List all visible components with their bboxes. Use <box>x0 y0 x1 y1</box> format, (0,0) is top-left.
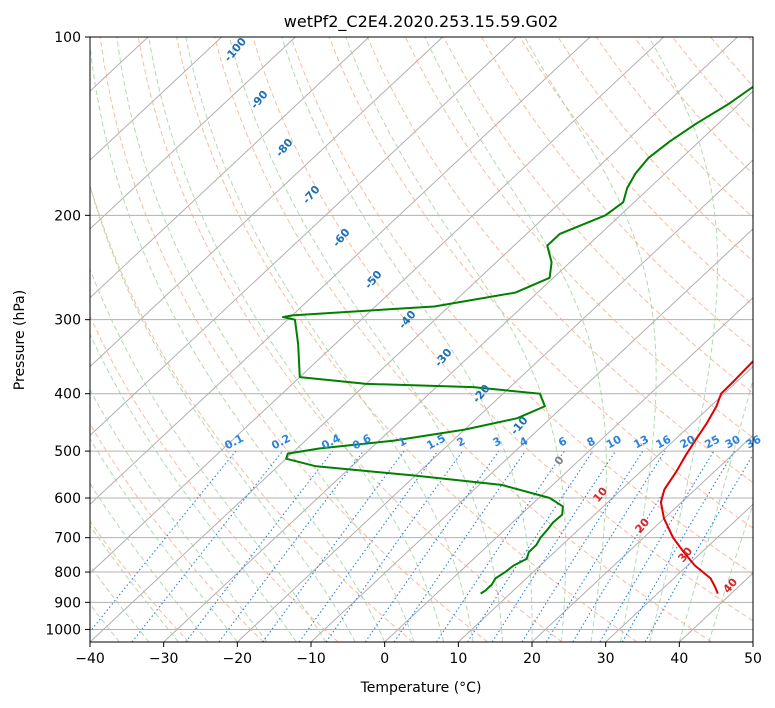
mixing-ratio-line <box>393 450 526 642</box>
moist-adiabat <box>90 41 386 642</box>
mixing-ratio-label: 36 <box>744 433 764 452</box>
moist-adiabat <box>90 184 356 642</box>
y-tick-label: 400 <box>54 387 81 403</box>
moist-adiabat <box>90 388 268 642</box>
y-tick-label: 1000 <box>45 622 81 638</box>
sounding-profiles <box>281 85 753 595</box>
isotherm-line <box>236 159 753 642</box>
moist-adiabat <box>648 37 719 642</box>
mixing-ratio-label: 10 <box>604 433 624 452</box>
y-axis-title: Pressure (hPa) <box>12 290 28 390</box>
mixing-ratio-line <box>262 450 405 642</box>
dry-adiabat <box>90 520 190 642</box>
moist-adiabat <box>281 37 533 642</box>
isotherm-line <box>163 90 753 642</box>
dewpoint-profile <box>281 85 753 595</box>
moist-adiabat <box>90 437 238 642</box>
dry-adiabat <box>328 37 753 529</box>
mixing-ratio-line <box>298 450 439 642</box>
moist-adiabat <box>185 37 474 642</box>
y-tick-label: 500 <box>54 444 81 460</box>
x-tick-label: 10 <box>449 651 467 667</box>
isotherm-line <box>90 37 296 230</box>
moist-adiabat <box>524 37 657 642</box>
y-tick-label: 800 <box>54 565 81 581</box>
x-tick-label: 20 <box>523 651 541 667</box>
x-axis-title: Temperature (°C) <box>360 680 482 696</box>
isotherm-line <box>90 37 738 642</box>
temperature-profile <box>659 359 753 594</box>
mixing-ratio-line <box>491 450 616 642</box>
dry-adiabat <box>519 37 753 306</box>
mixing-ratio-line <box>545 450 666 642</box>
x-tick-label: −20 <box>223 651 253 667</box>
moist-adiabat <box>345 37 567 642</box>
dry-adiabat <box>252 37 753 622</box>
x-tick-label: −10 <box>296 651 326 667</box>
chart-title: wetPf2_C2E4.2020.253.15.59.G02 <box>284 12 558 32</box>
moist-adiabat <box>708 502 753 642</box>
mixing-ratio-label: 13 <box>631 433 651 452</box>
x-tick-label: −30 <box>149 651 179 667</box>
isotherm-line <box>90 37 517 437</box>
moist-adiabat <box>424 37 607 642</box>
mixing-ratio-line <box>218 450 364 642</box>
isotherm-line <box>457 365 753 642</box>
dry-adiabat <box>99 37 488 642</box>
moist-adiabat <box>678 377 753 642</box>
mixing-ratio-line <box>364 450 500 642</box>
x-tick-label: 50 <box>744 651 762 667</box>
background-lines <box>90 37 753 642</box>
dry-adiabat <box>90 183 414 642</box>
isotherm-line <box>752 641 753 642</box>
y-tick-label: 300 <box>54 313 81 329</box>
axes: −40 −30 −20 −10 0 10 20 30 40 50 100 200 300 400 500 60… <box>45 30 762 667</box>
dry-adiabat <box>137 37 563 642</box>
isotherm-line <box>90 37 370 299</box>
dry-adiabat <box>90 314 339 642</box>
moist-adiabat <box>90 333 297 642</box>
moist-adiabat <box>90 267 327 642</box>
moist-adiabat <box>90 482 209 642</box>
isotherm-line <box>384 297 753 642</box>
mixing-ratio-line <box>325 450 464 642</box>
y-tick-label: 700 <box>54 531 81 547</box>
dry-adiabat <box>290 37 753 575</box>
x-tick-label: −40 <box>75 651 105 667</box>
y-tick-label: 900 <box>54 595 81 611</box>
mixing-ratio-label: 25 <box>702 433 722 452</box>
y-tick-label: 200 <box>54 208 81 224</box>
mixing-ratio-label: 30 <box>723 433 743 452</box>
x-tick-label: 30 <box>597 651 615 667</box>
x-tick-label: 0 <box>380 651 389 667</box>
moist-adiabat <box>228 37 504 642</box>
isotherm-line <box>90 37 223 161</box>
plot-frame <box>89 36 754 643</box>
mixing-ratio-label: 20 <box>678 433 698 452</box>
moist-adiabat <box>116 37 415 642</box>
dry-adiabat <box>175 37 638 642</box>
isotherm-line <box>605 503 753 642</box>
dry-adiabat <box>404 37 753 439</box>
isotherm-line <box>90 37 444 368</box>
isotherm-line <box>90 37 665 574</box>
isotherm-line <box>531 434 753 642</box>
isotherm-line <box>90 37 591 505</box>
x-tick-label: 40 <box>670 651 688 667</box>
y-tick-label: 600 <box>54 491 81 507</box>
dry-adiabat <box>90 422 264 642</box>
moist-adiabat <box>148 37 445 642</box>
mixing-ratio-line <box>90 450 237 633</box>
dry-adiabat <box>481 37 753 350</box>
mixing-ratio-label: 16 <box>654 433 674 452</box>
y-tick-label: 100 <box>54 30 81 46</box>
